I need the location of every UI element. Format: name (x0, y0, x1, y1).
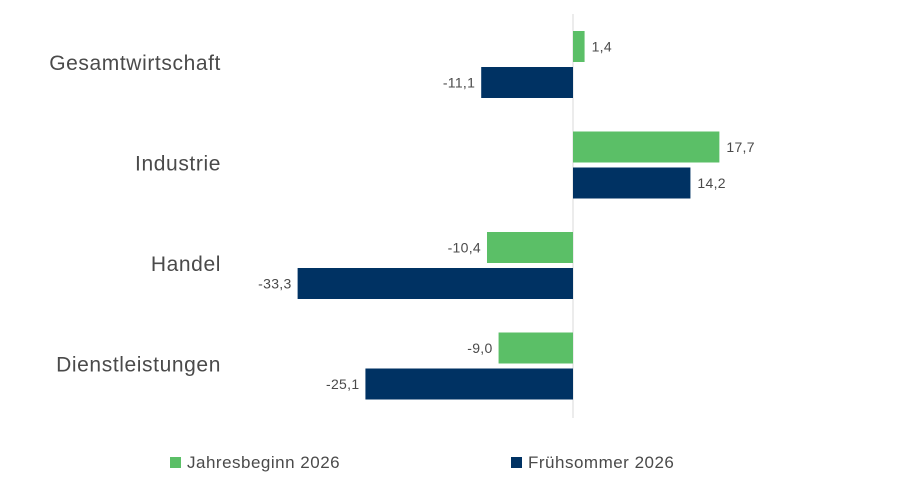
legend-swatch-series-1 (511, 457, 522, 468)
bar-0-series-0 (573, 31, 585, 62)
category-label-2: Handel (151, 253, 221, 276)
category-label-1: Industrie (135, 153, 221, 176)
value-label-1-series-0: 17,7 (726, 139, 754, 155)
bar-2-series-0 (486, 232, 573, 263)
legend-label-series-1: Frühsommer 2026 (528, 453, 674, 472)
bar-1-series-0 (573, 131, 720, 163)
bar-2-series-1 (297, 268, 573, 299)
legend-label-series-0: Jahresbeginn 2026 (187, 453, 340, 472)
value-label-2-series-1: -33,3 (258, 276, 291, 292)
bar-0-series-1 (481, 67, 573, 98)
value-label-1-series-1: 14,2 (697, 175, 725, 191)
bar-3-series-1 (365, 368, 573, 400)
value-label-0-series-1: -11,1 (443, 75, 475, 91)
legend: Jahresbeginn 2026 Frühsommer 2026 (170, 453, 674, 472)
value-label-0-series-0: 1,4 (592, 39, 612, 55)
value-label-3-series-0: -9,0 (467, 340, 492, 356)
bars-group (297, 31, 720, 400)
bar-3-series-0 (498, 332, 573, 364)
category-labels: Gesamtwirtschaft Industrie Handel Dienstlei… (49, 52, 221, 377)
legend-swatch-series-0 (170, 457, 181, 468)
value-label-2-series-0: -10,4 (448, 240, 481, 256)
bar-1-series-1 (573, 167, 691, 199)
category-label-0: Gesamtwirtschaft (49, 52, 221, 75)
category-label-3: Dienstleistungen (56, 354, 221, 377)
value-labels: 1,4 -11,1 17,7 14,2 -10,4 -33,3 -9,0 -25,1 (258, 39, 754, 393)
value-label-3-series-1: -25,1 (326, 376, 359, 392)
